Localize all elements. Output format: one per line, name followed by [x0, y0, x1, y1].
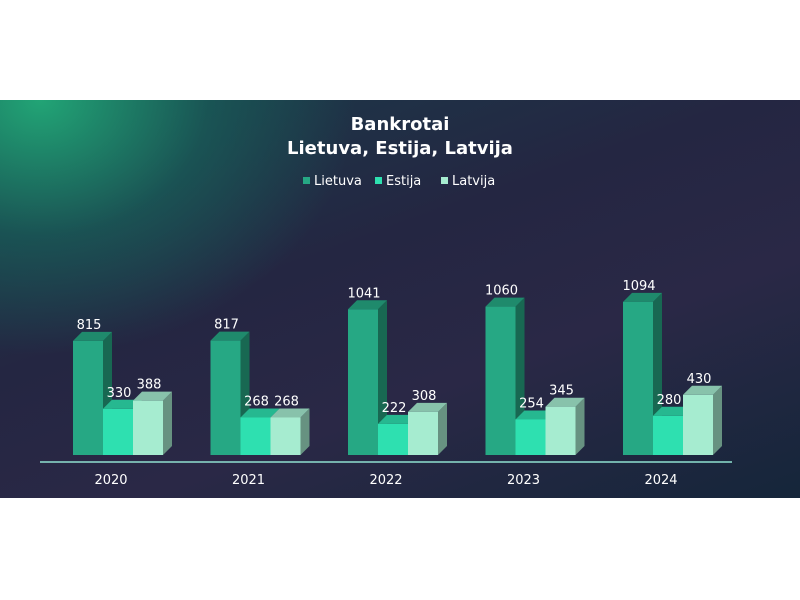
bar-front [623, 301, 653, 455]
legend-label: Latvija [452, 174, 495, 189]
bar-group-2021: 817 268 268 [210, 318, 310, 455]
bar-top [515, 410, 555, 420]
data-label-latvija-2022: 308 [412, 389, 437, 404]
bar-side [378, 300, 387, 455]
bar-top [623, 292, 662, 302]
bar-group-2023: 1060 254 345 [485, 284, 585, 455]
data-label-lietuva-2023: 1060 [485, 284, 518, 299]
data-label-latvija-2021: 268 [274, 394, 299, 409]
bar-latvija-2021 [270, 408, 310, 455]
bar-side [438, 402, 447, 455]
bar-front [485, 306, 516, 455]
data-label-latvija-2024: 430 [687, 372, 712, 387]
chart-subtitle: Lietuva, Estija, Latvija [287, 138, 513, 159]
bar-side [163, 391, 172, 455]
bar-latvija-2023 [545, 397, 585, 455]
data-label-estija-2022: 222 [382, 401, 407, 416]
data-label-lietuva-2020: 815 [77, 318, 102, 333]
bar-top [653, 406, 692, 416]
legend: Lietuva Estija Latvija [303, 174, 495, 189]
bar-top [240, 408, 280, 418]
bar-front [408, 411, 438, 455]
bar-top [348, 300, 387, 310]
data-label-estija-2020: 330 [107, 386, 132, 401]
legend-item-estija: Estija [375, 174, 421, 189]
bar-top [270, 408, 310, 418]
bar-side [575, 397, 585, 455]
data-label-lietuva-2022: 1041 [347, 286, 380, 301]
bar-top [210, 331, 250, 341]
bar-front [683, 394, 713, 455]
data-label-lietuva-2024: 1094 [622, 279, 655, 294]
data-label-lietuva-2021: 817 [214, 318, 239, 333]
bar-top [545, 397, 585, 407]
bar-front [73, 340, 103, 455]
bar-top [683, 385, 722, 395]
bar-top [103, 399, 142, 409]
bar-front [653, 415, 683, 455]
legend-swatch [375, 177, 382, 184]
bar-front [348, 309, 378, 455]
bar-side [300, 408, 310, 455]
legend-label: Estija [386, 174, 421, 189]
bar-group-2020: 815 330 388 [73, 318, 172, 455]
category-label-2022: 2022 [369, 473, 402, 488]
bar-top [378, 414, 417, 424]
bar-lietuva-2023 [485, 297, 525, 455]
category-labels: 2020 2021 2022 2023 2024 [94, 473, 677, 488]
bar-latvija-2020 [133, 391, 172, 455]
data-label-latvija-2020: 388 [137, 378, 162, 393]
bar-group-2024: 1094 280 430 [622, 279, 722, 455]
chart-title: Bankrotai [351, 114, 450, 135]
data-label-estija-2024: 280 [657, 393, 682, 408]
legend-item-lietuva: Lietuva [303, 174, 362, 189]
legend-swatch [303, 177, 310, 184]
category-label-2023: 2023 [507, 473, 540, 488]
category-label-2021: 2021 [232, 473, 265, 488]
bar-top [133, 391, 172, 401]
bar-front [270, 417, 301, 455]
bar-group-2022: 1041 222 308 [347, 286, 447, 455]
bar-lietuva-2022 [348, 300, 387, 455]
data-label-estija-2021: 268 [244, 394, 269, 409]
bar-front [515, 419, 546, 455]
bar-front [545, 406, 576, 455]
bar-front [103, 408, 133, 455]
bar-front [210, 340, 241, 455]
bar-front [240, 417, 271, 455]
category-label-2024: 2024 [644, 473, 677, 488]
legend-item-latvija: Latvija [441, 174, 495, 189]
legend-label: Lietuva [314, 174, 362, 189]
data-label-latvija-2023: 345 [549, 384, 574, 399]
bar-top [485, 297, 525, 307]
bar-chart: Bankrotai Lietuva, Estija, Latvija Lietu… [40, 114, 732, 488]
bar-front [378, 423, 408, 455]
category-label-2020: 2020 [94, 473, 127, 488]
legend-swatch [441, 177, 448, 184]
chart-panel: Bankrotai Lietuva, Estija, Latvija Lietu… [0, 100, 800, 498]
bar-front [133, 400, 163, 455]
data-label-estija-2023: 254 [519, 396, 544, 411]
bar-latvija-2022 [408, 402, 447, 455]
bar-top [408, 402, 447, 412]
bar-top [73, 331, 112, 341]
bar-side [713, 385, 722, 455]
bar-latvija-2024 [683, 385, 722, 455]
